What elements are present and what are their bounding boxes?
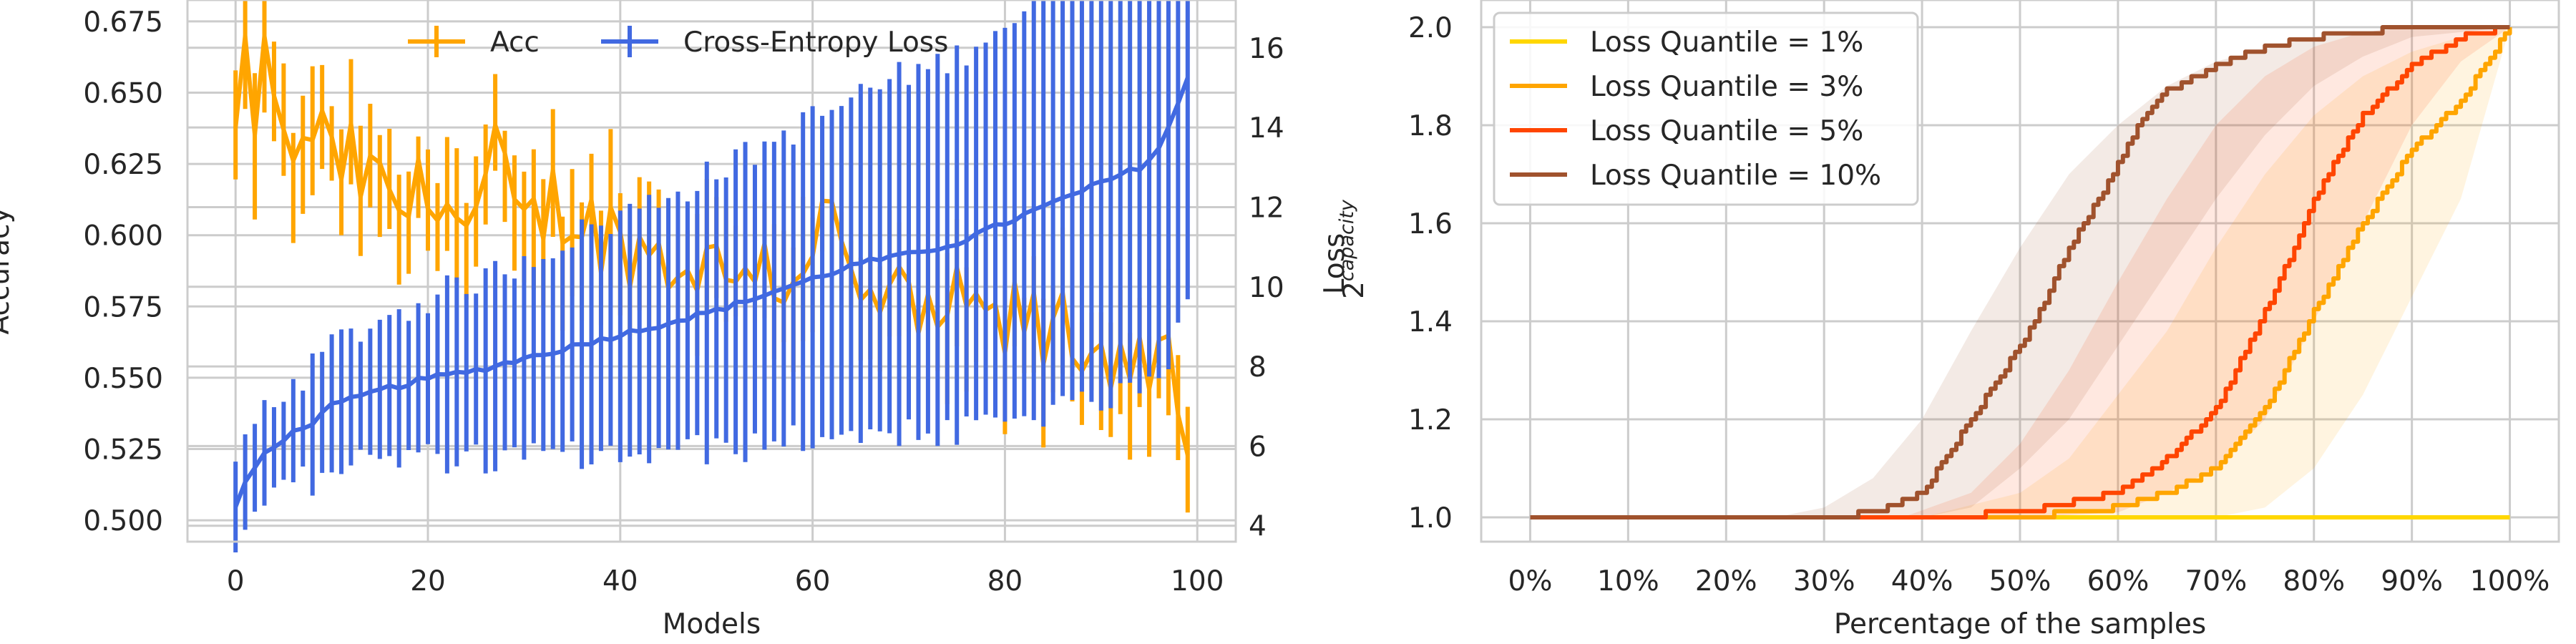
legend-item: Loss Quantile = 3%	[1510, 71, 1863, 103]
y-tick-label: 1.4	[1408, 306, 1453, 338]
y2-tick-label: 10	[1249, 272, 1284, 304]
legend-item: Loss Quantile = 10%	[1510, 160, 1881, 192]
x-tick-label: 60	[795, 565, 831, 597]
legend-item: Acc	[408, 26, 540, 59]
plot-frame	[1480, 0, 2560, 543]
legend-label: Loss Quantile = 10%	[1590, 160, 1881, 192]
capacity-chart: 0% 10% 20% 30% 40% 50% 60% 70% 80% 90% 100% 1.0 1.2 1…	[1336, 0, 2560, 640]
series-line	[233, 77, 1190, 508]
y2-tick-label: 16	[1249, 33, 1284, 65]
y-axis-label-superscript: capacity	[1336, 199, 1358, 281]
y2-tick-label: 12	[1249, 192, 1284, 224]
y-tick-label: 1.8	[1408, 110, 1453, 142]
y2-tick-label: 6	[1249, 431, 1267, 463]
legend-label: Cross-Entropy Loss	[683, 26, 948, 59]
x-tick-label: 100%	[2470, 565, 2550, 597]
plot-frame	[186, 0, 1237, 543]
legend: Loss Quantile = 1% Loss Quantile = 3% Loss…	[1493, 11, 1919, 206]
x-tick-label: 20%	[1695, 565, 1757, 597]
y-tick-label: 1.0	[1408, 502, 1453, 535]
series-line	[233, 34, 1190, 456]
confidence-band	[1530, 27, 2510, 517]
y-tick-label: 0.500	[83, 505, 163, 537]
x-tick-label: 20	[410, 565, 446, 597]
y2-axis-label: Loss	[1319, 233, 1351, 295]
legend-label: Loss Quantile = 3%	[1590, 71, 1863, 103]
y-tick-label: 2.0	[1408, 12, 1453, 44]
x-tick-label: 80	[987, 565, 1023, 597]
y-axis-label: Accuracy	[0, 207, 16, 334]
legend-box	[1493, 11, 1919, 206]
x-tick-label: 60%	[2087, 565, 2150, 597]
series-loss	[233, 0, 1190, 552]
x-tick-label: 40%	[1891, 565, 1953, 597]
x-tick-label: 50%	[1989, 565, 2051, 597]
legend-item: Loss Quantile = 5%	[1510, 115, 1863, 147]
y-tick-label: 0.575	[83, 291, 163, 323]
legend-label: Loss Quantile = 5%	[1590, 115, 1863, 147]
x-tick-label: 70%	[2185, 565, 2247, 597]
x-tick-label: 40	[602, 565, 638, 597]
y-tick-label: 1.6	[1408, 208, 1453, 240]
y-tick-label: 0.625	[83, 149, 163, 181]
plot-area	[187, 0, 1236, 542]
x-tick-label: 100	[1171, 565, 1224, 597]
x-tick-label: 80%	[2283, 565, 2345, 597]
y2-tick-label: 14	[1249, 112, 1284, 145]
series-line	[1530, 25, 2510, 519]
x-axis-label: Models	[663, 608, 761, 640]
y-tick-label: 0.525	[83, 434, 163, 467]
legend-item: Loss Quantile = 1%	[1510, 26, 1863, 59]
legend-label: Acc	[490, 26, 540, 59]
y-tick-label: 0.675	[83, 6, 163, 39]
accuracy-loss-chart: 0 20 40 60 80 100 0.500 0.525 0.550 0.575 0.600 0.6…	[0, 0, 1351, 640]
y2-tick-label: 8	[1249, 351, 1267, 384]
y-tick-label: 0.550	[83, 363, 163, 395]
y-tick-label: 0.650	[83, 77, 163, 109]
legend: Acc Cross-Entropy Loss	[408, 26, 948, 59]
confidence-band	[1530, 27, 2510, 517]
legend-label: Loss Quantile = 1%	[1590, 26, 1863, 59]
y-tick-label: 1.2	[1408, 404, 1453, 436]
legend-item: Cross-Entropy Loss	[601, 26, 948, 59]
y-axis-label-base: 2	[1338, 281, 1370, 299]
y-axis-label: 2capacity	[1336, 199, 1370, 299]
y-tick-label: 0.600	[83, 220, 163, 253]
x-tick-label: 0%	[1508, 565, 1553, 597]
x-tick-label: 0	[227, 565, 245, 597]
confidence-band	[1530, 27, 2510, 517]
x-tick-label: 30%	[1793, 565, 1855, 597]
y2-tick-label: 4	[1249, 511, 1267, 543]
x-axis-label: Percentage of the samples	[1834, 608, 2206, 640]
x-tick-label: 90%	[2381, 565, 2443, 597]
x-tick-label: 10%	[1597, 565, 1659, 597]
